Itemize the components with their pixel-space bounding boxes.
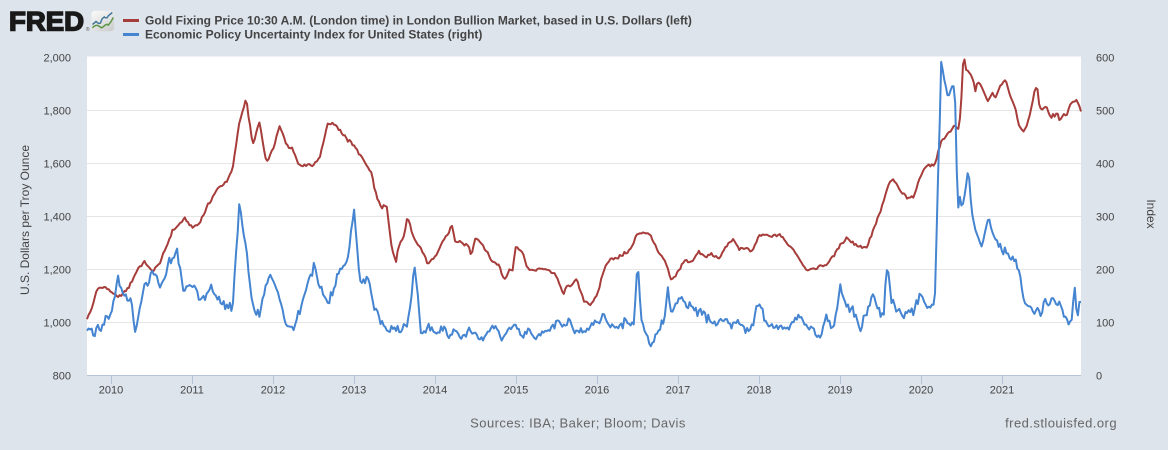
svg-text:200: 200 bbox=[1096, 264, 1114, 276]
svg-text:2012: 2012 bbox=[261, 385, 285, 397]
svg-text:Index: Index bbox=[1144, 199, 1158, 228]
svg-text:fred.stlouisfed.org: fred.stlouisfed.org bbox=[1005, 416, 1117, 431]
svg-text:2011: 2011 bbox=[180, 385, 204, 397]
svg-text:100: 100 bbox=[1096, 317, 1114, 329]
svg-text:FRED: FRED bbox=[9, 7, 84, 37]
svg-text:2018: 2018 bbox=[747, 385, 771, 397]
svg-text:0: 0 bbox=[1096, 370, 1102, 382]
svg-text:2020: 2020 bbox=[909, 385, 933, 397]
svg-text:300: 300 bbox=[1096, 211, 1114, 223]
svg-text:2013: 2013 bbox=[342, 385, 366, 397]
svg-text:1,200: 1,200 bbox=[43, 264, 71, 276]
svg-text:1,000: 1,000 bbox=[43, 317, 71, 329]
svg-text:2010: 2010 bbox=[99, 385, 123, 397]
svg-text:1,400: 1,400 bbox=[43, 211, 71, 223]
svg-text:1,600: 1,600 bbox=[43, 158, 71, 170]
svg-text:2017: 2017 bbox=[666, 385, 690, 397]
svg-text:Sources: IBA; Baker; Bloom; Da: Sources: IBA; Baker; Bloom; Davis bbox=[470, 416, 686, 431]
svg-text:2014: 2014 bbox=[423, 385, 447, 397]
svg-text:2016: 2016 bbox=[585, 385, 609, 397]
svg-text:1,800: 1,800 bbox=[43, 105, 71, 117]
svg-text:2021: 2021 bbox=[990, 385, 1014, 397]
svg-text:Economic Policy Uncertainty In: Economic Policy Uncertainty Index for Un… bbox=[145, 28, 482, 42]
svg-text:Gold Fixing Price 10:30 A.M. (: Gold Fixing Price 10:30 A.M. (London tim… bbox=[145, 14, 692, 28]
svg-text:400: 400 bbox=[1096, 158, 1114, 170]
svg-text:®: ® bbox=[86, 26, 90, 33]
svg-text:U.S. Dollars per Troy Ounce: U.S. Dollars per Troy Ounce bbox=[18, 145, 32, 295]
svg-text:800: 800 bbox=[53, 370, 71, 382]
svg-text:2015: 2015 bbox=[504, 385, 528, 397]
svg-text:2019: 2019 bbox=[828, 385, 852, 397]
svg-text:2,000: 2,000 bbox=[43, 52, 71, 64]
svg-text:500: 500 bbox=[1096, 105, 1114, 117]
svg-text:600: 600 bbox=[1096, 52, 1114, 64]
